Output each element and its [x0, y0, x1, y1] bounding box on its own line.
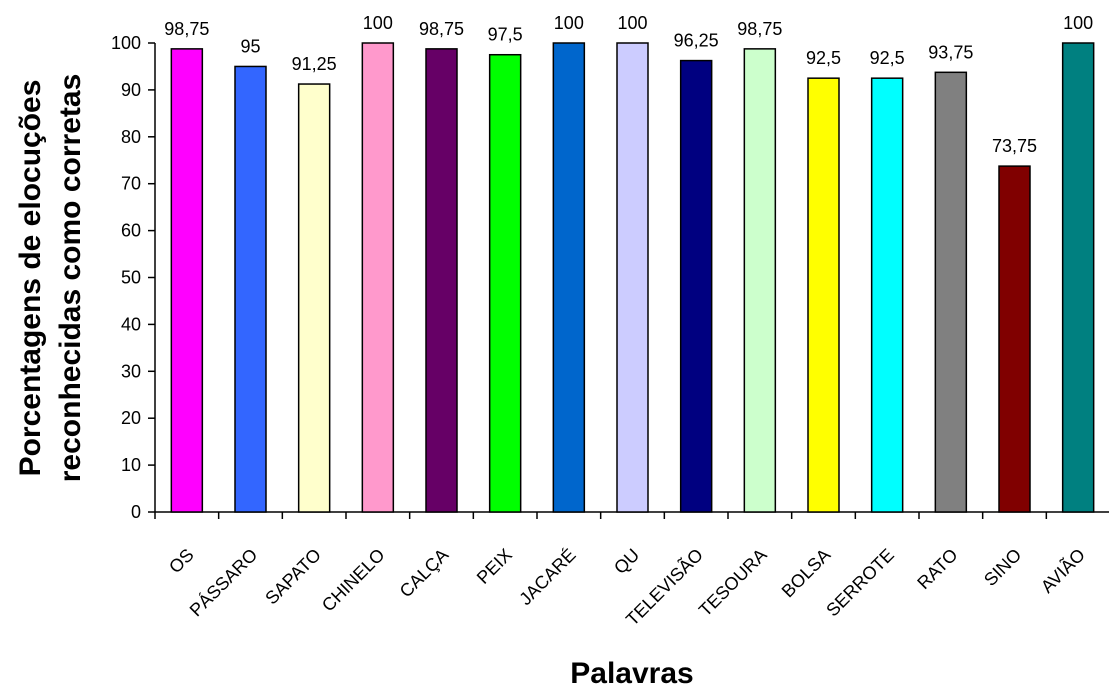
data-label: 95 — [240, 36, 260, 56]
y-tick-label: 0 — [131, 502, 141, 522]
data-label: 91,25 — [292, 54, 337, 74]
data-label: 92,5 — [870, 48, 905, 68]
y-tick-label: 40 — [121, 314, 141, 334]
x-axis-title: Palavras — [570, 657, 693, 690]
y-tick-label: 80 — [121, 127, 141, 147]
category-label: SERROTE — [822, 545, 898, 621]
y-tick-label: 10 — [121, 455, 141, 475]
bar-os — [170, 48, 204, 513]
category-label: AVIÃO — [1036, 544, 1089, 597]
y-tick-label: 70 — [121, 174, 141, 194]
category-label: JACARÉ — [515, 545, 579, 609]
y-axis-title: Porcentagens de elocuções reconhecidas co… — [14, 74, 87, 483]
bar-avião — [1061, 42, 1095, 513]
bar-televisão — [679, 59, 713, 513]
bar-pássaro — [234, 65, 267, 513]
data-label: 100 — [1063, 13, 1093, 33]
data-label: 97,5 — [488, 25, 523, 45]
bar-chinelo — [361, 42, 395, 513]
bar-rato — [934, 71, 968, 513]
bar-bolsa — [807, 77, 840, 513]
category-label: QU — [610, 545, 643, 578]
data-label: 100 — [363, 13, 393, 33]
data-label: 93,75 — [928, 42, 973, 62]
data-label: 98,75 — [164, 19, 209, 39]
data-label: 100 — [617, 13, 647, 33]
category-label: PEIX — [473, 545, 516, 588]
y-tick-label: 90 — [121, 80, 141, 100]
data-label: 98,75 — [419, 19, 464, 39]
category-label: RATO — [913, 545, 961, 593]
data-label: 96,25 — [674, 31, 719, 51]
y-tick-label: 60 — [121, 221, 141, 241]
category-label: SAPATO — [261, 545, 325, 609]
data-label: 92,5 — [806, 48, 841, 68]
category-label: OS — [165, 545, 198, 578]
category-label: BOLSA — [778, 545, 835, 602]
y-ticks: 0 10 20 30 40 50 60 70 80 90 100 — [111, 33, 1048, 522]
bar-serrote — [870, 77, 904, 513]
category-label: CHINELO — [318, 545, 389, 616]
data-label: 73,75 — [992, 136, 1037, 156]
category-label: SINO — [980, 545, 1025, 590]
data-label: 100 — [554, 13, 584, 33]
category-label: TESOURA — [695, 545, 771, 621]
y-tick-label: 50 — [121, 268, 141, 288]
y-tick-label: 100 — [111, 33, 141, 53]
bar-tesoura — [743, 48, 777, 513]
category-label: CALÇA — [396, 545, 453, 602]
category-label: PÁSSARO — [186, 545, 262, 621]
y-axis-title-line: reconhecidas como corretas — [54, 74, 87, 483]
bar-peixe — [488, 53, 522, 513]
data-label: 98,75 — [737, 19, 782, 39]
data-labels: 98,75 95 91,25 100 98,75 97,5 100 100 96,25 98,75… — [164, 13, 1093, 156]
bar-sino — [998, 165, 1031, 513]
bar-jacaré — [552, 42, 586, 513]
bars — [170, 42, 1095, 513]
bar-calça — [425, 48, 458, 513]
bar-qu — [616, 42, 649, 513]
y-axis-title-line: Porcentagens de elocuções — [14, 80, 47, 477]
bar-sapato — [297, 83, 331, 513]
y-tick-label: 30 — [121, 361, 141, 381]
y-tick-label: 20 — [121, 408, 141, 428]
